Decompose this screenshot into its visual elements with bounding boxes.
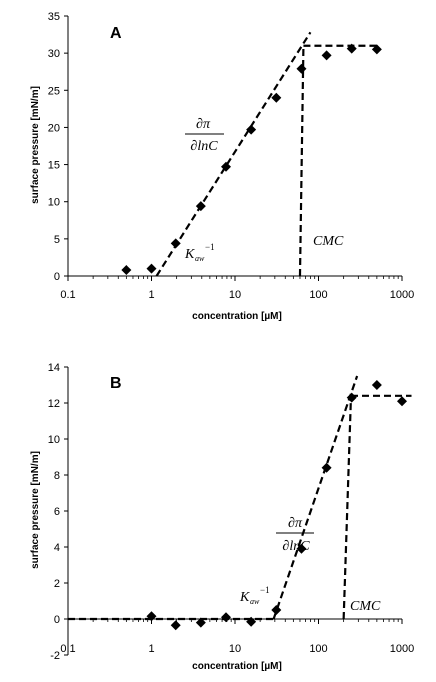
y-tick-label: 6 xyxy=(54,506,60,518)
data-point xyxy=(296,63,307,74)
fit-lines-b xyxy=(68,375,412,621)
y-tick-label: 5 xyxy=(54,234,60,246)
fit-line xyxy=(155,31,312,277)
y-tick-label: 20 xyxy=(48,122,60,134)
y-tick-label: 0 xyxy=(54,271,60,283)
x-tick-label: 100 xyxy=(309,289,327,301)
slope-denominator-a: ∂lnC xyxy=(190,139,218,154)
y-tick-label: 4 xyxy=(54,542,60,554)
kaw-annotation-b: K aw −1 xyxy=(239,585,270,606)
y-tick-label: -2 xyxy=(50,650,60,662)
data-point xyxy=(246,124,257,135)
data-point xyxy=(346,392,357,403)
data-point xyxy=(220,612,231,623)
data-point xyxy=(321,50,332,61)
k-main-b: K xyxy=(239,590,250,605)
slope-numerator-a: ∂π xyxy=(196,117,211,132)
k-sub-a: aw xyxy=(195,254,205,263)
x-axis-label-b: concentration [µM] xyxy=(192,661,282,672)
data-point xyxy=(271,605,282,615)
y-tick-label: 2 xyxy=(54,578,60,590)
axes-a: 0 5 10 15 20 25 30 35 0.1 1 10 100 1000 xyxy=(48,11,414,301)
data-point xyxy=(220,161,231,172)
k-sup-a: −1 xyxy=(205,242,215,252)
x-tick-label: 1 xyxy=(148,643,154,655)
data-point xyxy=(346,43,357,54)
data-point xyxy=(146,611,157,622)
slope-annotation-b: ∂π ∂lnC xyxy=(276,516,314,554)
fit-line xyxy=(272,375,359,620)
fit-line xyxy=(342,395,353,620)
y-axis-label-a: surface pressure [mN/m] xyxy=(30,86,41,204)
data-point xyxy=(195,201,206,212)
y-tick-label: 8 xyxy=(54,470,60,482)
y-axis-label-b: surface pressure [mN/m] xyxy=(30,451,41,569)
x-tick-label: 1 xyxy=(148,289,154,301)
data-point xyxy=(121,265,132,276)
fit-lines-a xyxy=(155,31,377,277)
fit-line xyxy=(298,45,305,277)
x-tick-label: 10 xyxy=(229,643,241,655)
x-tick-label: 0.1 xyxy=(60,289,75,301)
x-tick-label: 1000 xyxy=(390,289,414,301)
x-tick-label: 1000 xyxy=(390,643,414,655)
chart-panel-a: A surface pressure [mN/m] concentration … xyxy=(30,11,414,322)
axes-b: -2 0 2 4 6 8 10 12 14 0.1 1 10 100 1000 xyxy=(48,362,414,662)
x-tick-label: 0.1 xyxy=(60,643,75,655)
cmc-label-a: CMC xyxy=(313,234,344,249)
data-point xyxy=(246,616,257,627)
slope-denominator-b: ∂lnC xyxy=(282,539,310,554)
cmc-label-b: CMC xyxy=(350,599,381,614)
y-tick-label: 25 xyxy=(48,85,60,97)
y-tick-label: 35 xyxy=(48,11,60,23)
data-point xyxy=(170,620,181,631)
y-tick-label: 14 xyxy=(48,362,60,374)
panel-label-a: A xyxy=(110,25,122,42)
data-point xyxy=(371,44,382,55)
y-tick-label: 30 xyxy=(48,48,60,60)
data-points-a xyxy=(121,43,382,276)
y-tick-label: 15 xyxy=(48,160,60,172)
data-point xyxy=(146,263,157,274)
slope-annotation-a: ∂π ∂lnC xyxy=(185,117,224,154)
slope-numerator-b: ∂π xyxy=(288,516,303,531)
x-axis-label-a: concentration [µM] xyxy=(192,311,282,322)
y-tick-label: 10 xyxy=(48,197,60,209)
k-sub-b: aw xyxy=(250,597,260,606)
data-point xyxy=(170,238,181,249)
x-tick-label: 100 xyxy=(309,643,327,655)
y-tick-label: 12 xyxy=(48,398,60,410)
data-point xyxy=(271,92,282,103)
k-main-a: K xyxy=(184,247,195,262)
kaw-annotation-a: K aw −1 xyxy=(184,242,215,263)
data-point xyxy=(397,396,407,407)
chart-panel-b: B surface pressure [mN/m] concentration … xyxy=(30,362,414,672)
data-point xyxy=(195,617,206,628)
y-tick-label: 10 xyxy=(48,434,60,446)
data-points-b xyxy=(146,380,407,631)
x-tick-label: 10 xyxy=(229,289,241,301)
data-point xyxy=(371,380,382,390)
data-point xyxy=(321,462,332,473)
panel-label-b: B xyxy=(110,375,122,392)
k-sup-b: −1 xyxy=(260,585,270,595)
data-point xyxy=(296,543,307,554)
y-tick-label: 0 xyxy=(54,614,60,626)
